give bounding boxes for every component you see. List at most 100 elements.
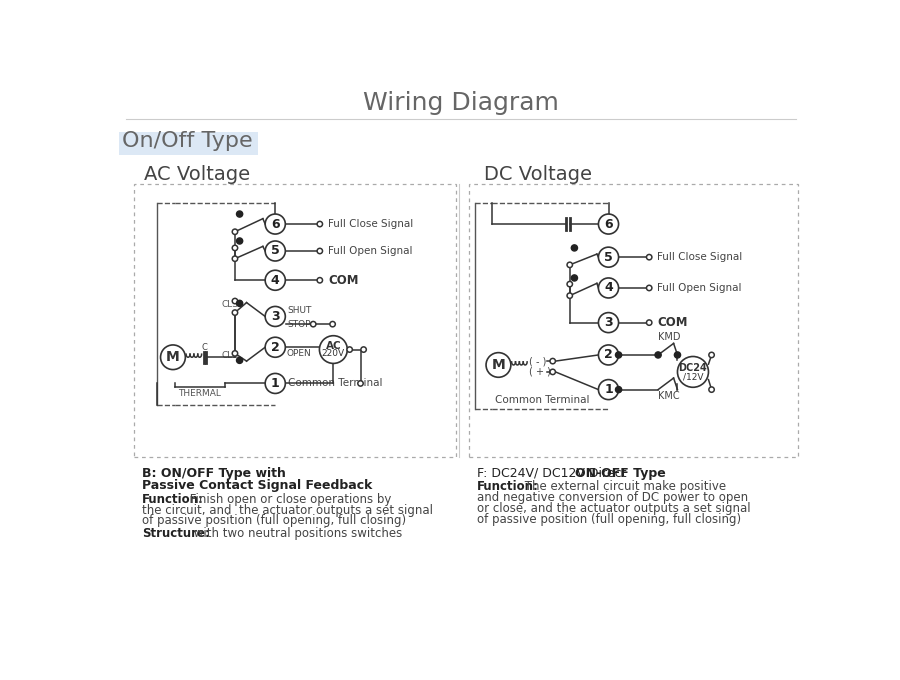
Circle shape — [320, 336, 347, 363]
Text: 220V: 220V — [322, 349, 345, 358]
Circle shape — [232, 229, 238, 235]
Text: ( + ): ( + ) — [529, 367, 552, 377]
Text: CLS: CLS — [221, 351, 238, 360]
Text: Full Close Signal: Full Close Signal — [328, 219, 413, 229]
Text: 4: 4 — [271, 274, 280, 287]
Text: Wiring Diagram: Wiring Diagram — [364, 91, 559, 115]
Circle shape — [572, 275, 578, 281]
Circle shape — [310, 322, 316, 327]
Text: DC Voltage: DC Voltage — [484, 165, 592, 184]
Circle shape — [232, 256, 238, 261]
Circle shape — [616, 386, 622, 392]
Circle shape — [598, 214, 618, 234]
Circle shape — [266, 337, 285, 357]
Circle shape — [646, 286, 652, 290]
Text: 5: 5 — [271, 245, 280, 258]
Circle shape — [598, 313, 618, 333]
Circle shape — [330, 322, 336, 327]
Text: or close, and the actuator outputs a set signal: or close, and the actuator outputs a set… — [477, 502, 751, 515]
Text: and negative conversion of DC power to open: and negative conversion of DC power to o… — [477, 491, 748, 505]
Circle shape — [232, 299, 238, 304]
Text: the circuit, and  the actuator outputs a set signal: the circuit, and the actuator outputs a … — [142, 504, 433, 517]
Text: 5: 5 — [604, 251, 613, 264]
Circle shape — [646, 320, 652, 325]
Text: 6: 6 — [271, 218, 280, 231]
Text: /12V: /12V — [683, 372, 703, 381]
Circle shape — [266, 270, 285, 290]
Circle shape — [598, 379, 618, 400]
Text: ON-OFF Type: ON-OFF Type — [575, 466, 666, 479]
Bar — [469, 184, 798, 458]
Circle shape — [655, 352, 661, 358]
Circle shape — [567, 293, 572, 299]
Text: COM: COM — [328, 274, 358, 287]
Text: KMC: KMC — [658, 391, 680, 401]
Text: Structure:: Structure: — [142, 526, 210, 540]
Text: ( - ): ( - ) — [529, 356, 547, 366]
Text: 3: 3 — [271, 310, 280, 323]
Circle shape — [358, 381, 364, 386]
Circle shape — [572, 245, 578, 251]
Text: KMD: KMD — [658, 332, 680, 341]
Circle shape — [598, 247, 618, 267]
Bar — [134, 184, 455, 458]
Circle shape — [160, 345, 185, 370]
Circle shape — [709, 387, 715, 392]
Text: 1: 1 — [271, 377, 280, 390]
Circle shape — [550, 358, 555, 364]
Text: 2: 2 — [271, 341, 280, 354]
Circle shape — [232, 245, 238, 251]
Text: Function:: Function: — [477, 481, 538, 494]
FancyBboxPatch shape — [119, 132, 258, 155]
Text: B: ON/OFF Type with: B: ON/OFF Type with — [142, 466, 286, 479]
Circle shape — [266, 307, 285, 326]
Circle shape — [317, 248, 322, 254]
Text: OPEN: OPEN — [287, 349, 311, 358]
Text: Common Terminal: Common Terminal — [495, 395, 590, 405]
Circle shape — [237, 238, 243, 244]
Text: THERMAL: THERMAL — [178, 389, 221, 398]
Circle shape — [598, 278, 618, 298]
Text: Passive Contact Signal Feedback: Passive Contact Signal Feedback — [142, 479, 373, 492]
Text: M: M — [491, 358, 505, 372]
Text: Function:: Function: — [142, 493, 203, 506]
Text: 4: 4 — [604, 282, 613, 294]
Text: 3: 3 — [604, 316, 613, 329]
Text: F: DC24V/ DC12V Direct: F: DC24V/ DC12V Direct — [477, 466, 630, 479]
Circle shape — [237, 211, 243, 217]
Text: CLS: CLS — [221, 300, 238, 309]
Text: On/Off Type: On/Off Type — [122, 131, 252, 151]
Text: SHUT: SHUT — [287, 306, 311, 315]
Text: of passive position (full opening, full closing): of passive position (full opening, full … — [142, 514, 406, 528]
Circle shape — [237, 357, 243, 363]
Circle shape — [674, 352, 680, 358]
Circle shape — [598, 345, 618, 365]
Circle shape — [646, 254, 652, 260]
Circle shape — [616, 352, 622, 358]
Text: DC24: DC24 — [679, 363, 707, 373]
Circle shape — [266, 373, 285, 394]
Text: Full Open Signal: Full Open Signal — [657, 283, 742, 293]
Circle shape — [361, 347, 366, 352]
Circle shape — [678, 356, 708, 388]
Text: COM: COM — [657, 316, 688, 329]
Circle shape — [709, 352, 715, 358]
Text: 1: 1 — [604, 383, 613, 396]
Circle shape — [232, 351, 238, 356]
Circle shape — [346, 347, 353, 352]
Circle shape — [486, 353, 511, 377]
Text: C: C — [202, 343, 208, 352]
Text: The external circuit make positive: The external circuit make positive — [521, 481, 726, 494]
Text: AC: AC — [326, 341, 341, 352]
Text: of passive position (full opening, full closing): of passive position (full opening, full … — [477, 513, 741, 526]
Text: AC Voltage: AC Voltage — [143, 165, 249, 184]
Text: M: M — [166, 350, 180, 364]
Circle shape — [266, 241, 285, 261]
Text: Full Open Signal: Full Open Signal — [328, 246, 412, 256]
Text: 6: 6 — [604, 218, 613, 231]
Circle shape — [237, 301, 243, 307]
Circle shape — [317, 222, 322, 226]
Text: Common Terminal: Common Terminal — [288, 379, 382, 388]
Circle shape — [567, 282, 572, 287]
Circle shape — [266, 214, 285, 234]
